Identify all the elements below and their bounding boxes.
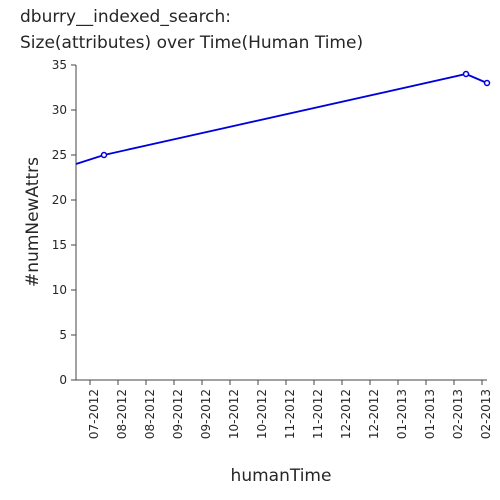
chart-title-line-2: Size(attributes) over Time(Human Time)	[20, 33, 364, 53]
chart-title-line-1: dburry__indexed_search:	[20, 7, 232, 27]
x-tick-label: 11-2012	[283, 389, 297, 439]
series-group	[75, 70, 491, 165]
x-tick-label: 01-2013	[395, 389, 409, 439]
y-tick-label: 35	[52, 58, 67, 72]
data-point	[483, 79, 491, 87]
x-tick-label: 08-2012	[115, 389, 129, 439]
y-tick-label: 25	[52, 148, 67, 162]
x-tick-label: 09-2012	[171, 389, 185, 439]
data-point	[462, 70, 470, 78]
x-tick-label: 01-2013	[423, 389, 437, 439]
x-tick-label: 02-2013	[451, 389, 465, 439]
y-tick-label: 20	[52, 193, 67, 207]
x-axis-ticks: 07-2012 08-2012 08-2012 09-2012 09-2012 10-20…	[87, 380, 493, 439]
x-tick-label: 10-2012	[255, 389, 269, 439]
x-tick-label: 08-2012	[143, 389, 157, 439]
series-line	[75, 73, 488, 165]
y-axis-ticks: 0 5 10 15 20 25 30 35	[52, 58, 76, 387]
x-tick-label: 12-2012	[367, 389, 381, 439]
y-tick-label: 10	[52, 283, 67, 297]
y-tick-label: 5	[59, 328, 67, 342]
x-tick-label: 11-2012	[311, 389, 325, 439]
y-axis-label: #numNewAttrs	[23, 157, 43, 287]
x-tick-label: 12-2012	[339, 389, 353, 439]
y-tick-label: 30	[52, 103, 67, 117]
x-tick-label: 10-2012	[227, 389, 241, 439]
x-tick-label: 09-2012	[199, 389, 213, 439]
x-tick-label: 07-2012	[87, 389, 101, 439]
x-tick-label: 02-2013	[479, 389, 493, 439]
y-tick-label: 0	[59, 373, 67, 387]
data-point	[100, 151, 108, 159]
x-axis-label: humanTime	[231, 466, 332, 486]
y-tick-label: 15	[52, 238, 67, 252]
